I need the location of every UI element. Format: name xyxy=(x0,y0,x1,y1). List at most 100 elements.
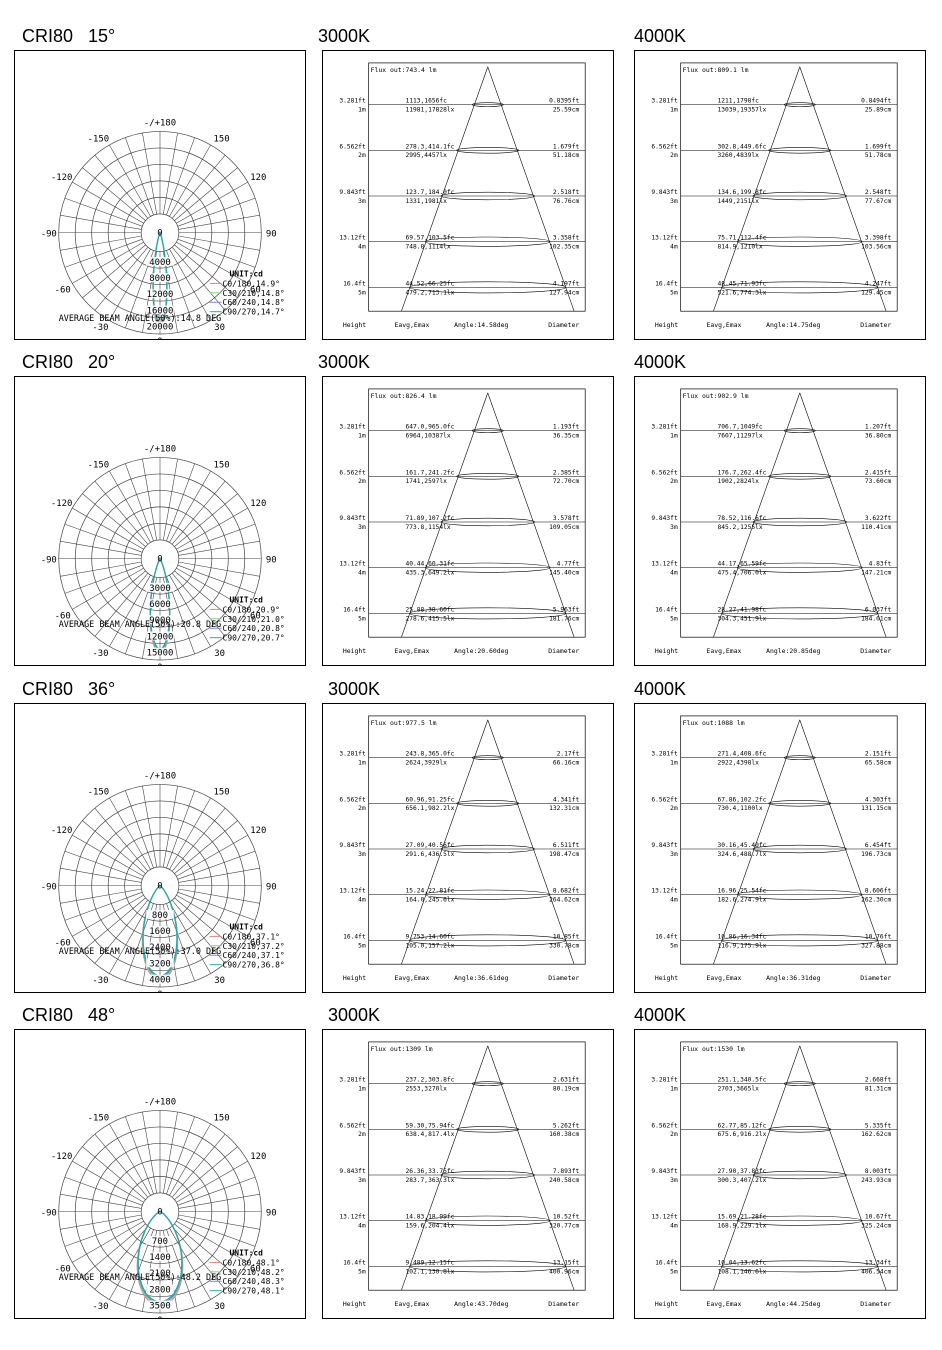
diameter-cm: 129.45cm xyxy=(861,289,891,296)
diameter-ft: 2.17ft xyxy=(557,751,580,758)
legend-entry: C0/180,37.1° xyxy=(223,932,280,941)
beam-ellipse xyxy=(768,800,832,807)
polar-spoke xyxy=(82,1146,146,1200)
polar-spoke xyxy=(109,797,151,870)
height-m: 5m xyxy=(358,289,366,296)
height-m: 3m xyxy=(358,524,366,531)
polar-spoke xyxy=(174,167,238,221)
diameter-ft: 8.606ft xyxy=(865,888,892,895)
height-m: 2m xyxy=(670,152,678,159)
illuminance-lx: 730.4,1100lx xyxy=(717,805,762,812)
average-beam-angle: AVERAGE BEAM ANGLE(50%):37.0 DEG xyxy=(59,946,222,956)
diameter-cm: 196.73cm xyxy=(861,851,891,858)
illuminance-fc: 71.89,107.2fc xyxy=(405,515,454,522)
polar-angle-label: -150 xyxy=(88,787,110,797)
polar-angle-label: -/+180 xyxy=(144,771,176,781)
height-m: 5m xyxy=(358,1268,366,1275)
ring-label-bg xyxy=(146,1300,174,1310)
polar-angle-label: 30 xyxy=(214,1302,225,1312)
cone-svg: Flux out:743.4 lm 3.281ft 1m 1113,1656fc 119… xyxy=(339,62,586,329)
diameter-ft: 1.207ft xyxy=(865,424,892,431)
flux-out: Flux out:1088 lm xyxy=(683,719,745,727)
height-m: 2m xyxy=(358,478,366,485)
diameter-ft: 7.893ft xyxy=(553,1168,580,1175)
illuminance-fc: 15.69,21.28fc xyxy=(717,1214,766,1221)
polar-spoke xyxy=(162,132,178,215)
illuminance-lx: 159.6,204.4lx xyxy=(405,1223,454,1230)
illuminance-lx: 304.3,451.9lx xyxy=(717,615,766,622)
polar-spoke xyxy=(72,1160,144,1203)
polar-spoke xyxy=(178,1193,260,1209)
polar-spoke xyxy=(177,891,256,921)
polar-angle-label: 60 xyxy=(250,938,261,948)
diameter-cm: 25.89cm xyxy=(865,107,892,114)
row-header: CRI80 48° xyxy=(22,1005,116,1025)
height-ft: 13.12ft xyxy=(339,235,366,242)
illuminance-fc: 1113,1656fc xyxy=(405,98,447,105)
cone-edge xyxy=(401,392,489,638)
polar-ring-label: 12000 xyxy=(147,290,174,300)
cone-edge xyxy=(713,719,801,965)
polar-spoke xyxy=(94,807,149,872)
polar-ring-label: 20000 xyxy=(147,323,174,333)
diameter-cm: 131.15cm xyxy=(861,805,891,812)
polar-spoke xyxy=(60,540,142,556)
polar-unit: UNIT:cd xyxy=(230,922,264,931)
polar-ring-label: 2100 xyxy=(149,1269,171,1279)
beam-ellipse xyxy=(440,517,535,527)
polar-angle-label: -/+180 xyxy=(144,444,176,454)
height-ft: 13.12ft xyxy=(339,561,366,568)
polar-spoke xyxy=(72,894,144,937)
polar-spoke xyxy=(177,523,256,553)
beam-ellipse xyxy=(783,102,816,107)
diameter-ft: 4.303ft xyxy=(865,796,892,803)
height-m: 1m xyxy=(670,1086,678,1093)
footer-angle: Angle:36.31deg xyxy=(766,974,820,982)
cct-header: 3000K xyxy=(318,352,371,372)
diameter-cm: 80.19cm xyxy=(553,1086,580,1093)
height-ft: 6.562ft xyxy=(651,469,678,476)
illuminance-fc: 27.90,37.83fc xyxy=(717,1168,766,1175)
polar-ring-label: 3200 xyxy=(149,959,171,969)
beam-ellipse xyxy=(440,1170,535,1180)
height-m: 1m xyxy=(358,1086,366,1093)
flux-out: Flux out:826.4 lm xyxy=(371,392,437,400)
flux-out: Flux out:743.4 lm xyxy=(371,66,437,74)
illuminance-lx: 638.4,817.4lx xyxy=(405,1131,454,1138)
illuminance-fc: 25.88,38.60fc xyxy=(405,606,454,613)
beam-ellipse xyxy=(737,1215,863,1226)
diameter-cm: 65.58cm xyxy=(865,760,892,767)
row-header: CRI80 36° xyxy=(22,679,116,699)
legend-entry: C0/180,48.1° xyxy=(223,1258,280,1267)
illuminance-fc: 243.8,365.0fc xyxy=(405,751,454,758)
cct-header: 3000K xyxy=(328,679,381,699)
illuminance-lx: 814.9,1210lx xyxy=(717,244,762,251)
diameter-ft: 4.247ft xyxy=(865,280,892,287)
polar-spoke xyxy=(176,834,248,877)
polar-spoke xyxy=(125,790,154,869)
polar-spoke xyxy=(177,238,256,268)
polar-spoke xyxy=(171,154,226,219)
diameter-ft: 6.454ft xyxy=(865,842,892,849)
beam-ellipse xyxy=(456,147,520,154)
height-ft: 6.562ft xyxy=(651,143,678,150)
height-ft: 9.843ft xyxy=(651,515,678,522)
polar-angle-label: -/+180 xyxy=(144,1097,176,1107)
polar-angle-label: 30 xyxy=(214,649,225,659)
row-header: CRI80 15° xyxy=(22,26,116,46)
height-m: 5m xyxy=(358,615,366,622)
polar-spoke xyxy=(166,463,195,542)
beam-ellipse xyxy=(752,1170,847,1180)
flux-out: Flux out:1530 lm xyxy=(683,1045,745,1053)
beam-ellipse xyxy=(783,428,816,433)
height-ft: 16.4ft xyxy=(655,606,678,613)
polar-spoke xyxy=(171,900,226,964)
footer-angle: Angle:44.25deg xyxy=(766,1300,820,1308)
polar-spoke xyxy=(64,564,143,594)
illuminance-fc: 44.17,65.59fc xyxy=(717,561,766,568)
polar-spoke xyxy=(166,1116,195,1195)
diameter-ft: 1.193ft xyxy=(553,424,580,431)
illuminance-fc: 60.96,91.25fc xyxy=(405,796,454,803)
beam-ellipse xyxy=(737,562,863,573)
polar-spoke xyxy=(176,1160,248,1203)
